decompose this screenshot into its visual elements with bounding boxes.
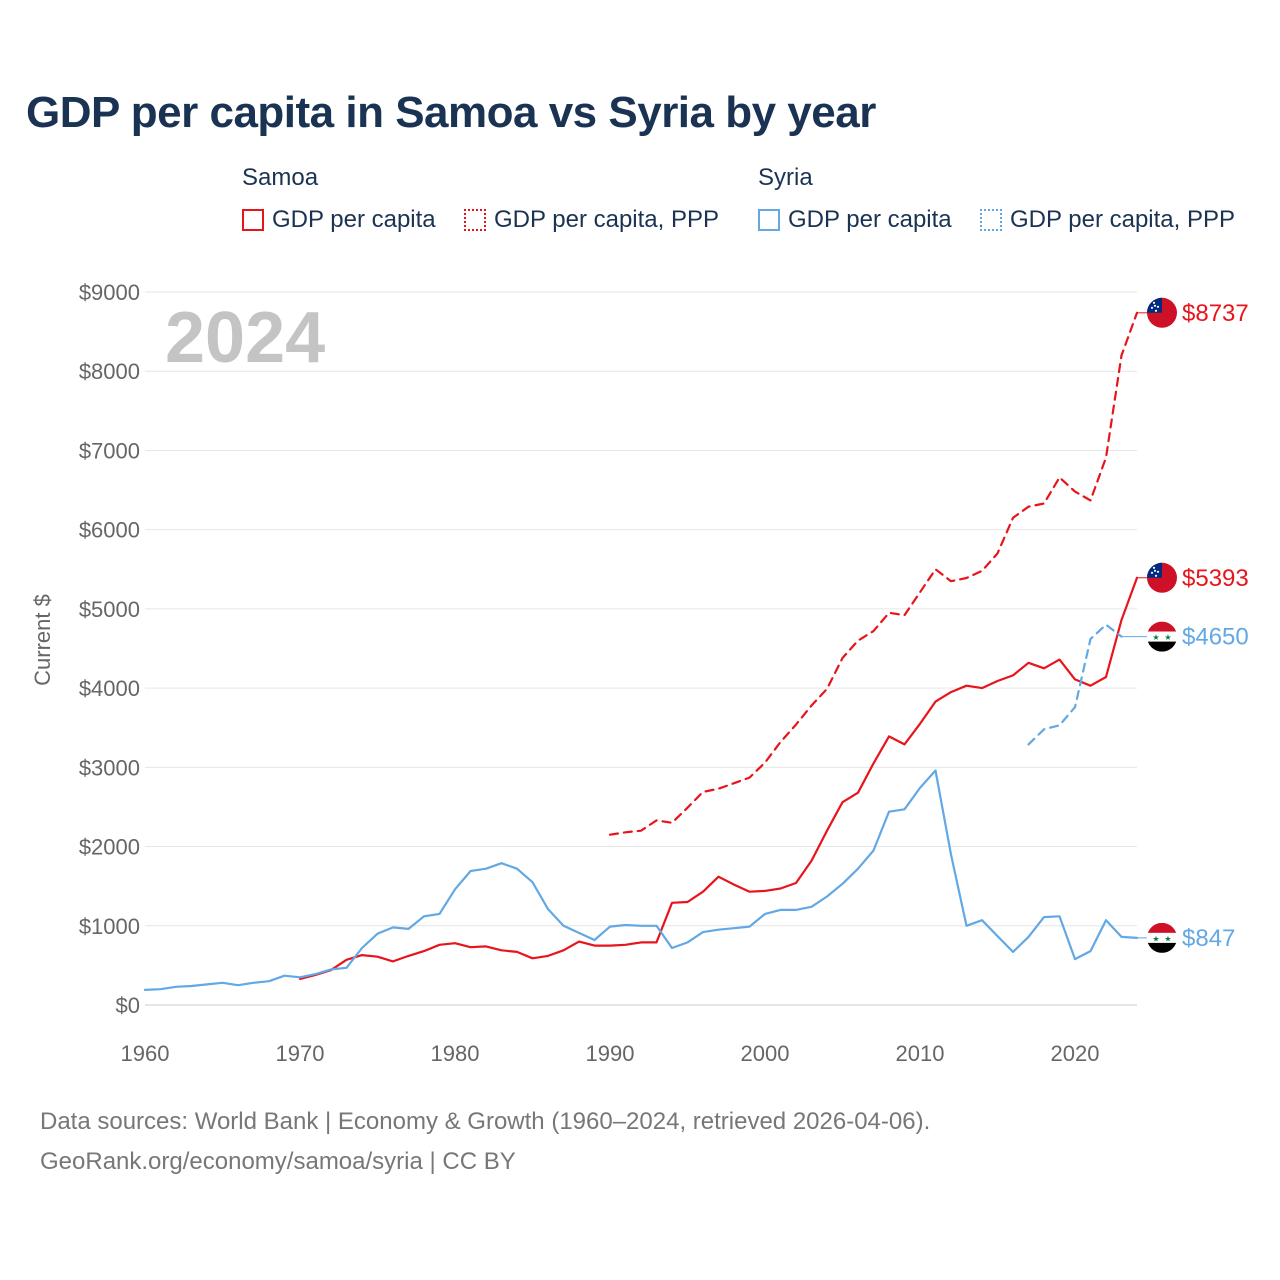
y-tick-label: $7000 xyxy=(79,438,140,463)
y-tick-label: $6000 xyxy=(79,518,140,543)
y-tick-label: $4000 xyxy=(79,676,140,701)
footer-sources: Data sources: World Bank | Economy & Gro… xyxy=(40,1108,931,1135)
svg-text:★: ★ xyxy=(1164,633,1171,642)
samoa-flag-icon xyxy=(1147,562,1177,593)
legend-group-name: Syria xyxy=(758,164,813,191)
legend-label: GDP per capita xyxy=(272,206,436,233)
legend-group-name: Samoa xyxy=(242,164,319,191)
axes: $0 $1000 $2000 $3000 $4000 $5000 $6000 $7000 $80… xyxy=(79,280,1100,1066)
legend-swatch xyxy=(980,209,1002,231)
legend-label: GDP per capita, PPP xyxy=(1010,206,1235,233)
legend-swatch xyxy=(242,209,264,231)
svg-text:★: ★ xyxy=(1152,934,1159,943)
series-line-samoa-gdp-per-capita[interactable] xyxy=(298,576,1139,981)
y-tick-label: $2000 xyxy=(79,835,140,860)
y-tick-label: $0 xyxy=(116,993,140,1018)
samoa-flag-icon xyxy=(1147,297,1177,328)
x-tick-label: 1960 xyxy=(121,1041,170,1066)
x-tick-label: 1970 xyxy=(276,1041,325,1066)
y-tick-label: $5000 xyxy=(79,597,140,622)
legend-item-samoa-gdp-ppp[interactable]: GDP per capita, PPP xyxy=(464,206,719,234)
year-watermark: 2024 xyxy=(165,298,325,378)
footer-attribution: GeoRank.org/economy/samoa/syria | CC BY xyxy=(40,1148,516,1175)
syria-flag-icon: ★ ★ xyxy=(1147,621,1177,652)
end-label-value: $847 xyxy=(1182,925,1235,952)
end-label-value: $5393 xyxy=(1182,565,1249,592)
y-axis-label: Current $ xyxy=(30,594,55,686)
svg-text:★: ★ xyxy=(1152,633,1159,642)
legend-item-syria-gdp[interactable]: GDP per capita xyxy=(758,206,952,234)
end-label-value: $8737 xyxy=(1182,300,1249,327)
legend-item-syria-gdp-ppp[interactable]: GDP per capita, PPP xyxy=(980,206,1235,234)
legend-label: GDP per capita xyxy=(788,206,952,233)
legend-item-samoa-gdp[interactable]: GDP per capita xyxy=(242,206,436,234)
legend-swatch xyxy=(464,209,486,231)
y-tick-label: $9000 xyxy=(79,280,140,305)
chart-title: GDP per capita in Samoa vs Syria by year xyxy=(26,88,876,137)
y-tick-label: $3000 xyxy=(79,755,140,780)
x-tick-label: 2020 xyxy=(1051,1041,1100,1066)
x-tick-label: 2000 xyxy=(741,1041,790,1066)
legend-label: GDP per capita, PPP xyxy=(494,206,719,233)
end-labels: $5393$8737★ ★ $847★ ★ $4650 xyxy=(1121,297,1249,953)
legend-swatch xyxy=(758,209,780,231)
y-tick-label: $8000 xyxy=(79,359,140,384)
x-tick-label: 2010 xyxy=(896,1041,945,1066)
grid xyxy=(145,291,1137,1006)
syria-flag-icon: ★ ★ xyxy=(1147,922,1177,953)
series-line-samoa-gdp-per-capita-ppp[interactable] xyxy=(608,311,1139,836)
svg-text:★: ★ xyxy=(1164,934,1171,943)
series-line-syria-gdp-per-capita-ppp[interactable] xyxy=(1027,623,1123,746)
end-label-value: $4650 xyxy=(1182,624,1249,651)
series-line-syria-gdp-per-capita[interactable] xyxy=(143,769,1139,992)
series-layer xyxy=(143,311,1139,992)
x-tick-label: 1980 xyxy=(431,1041,480,1066)
y-tick-label: $1000 xyxy=(79,914,140,939)
x-tick-label: 1990 xyxy=(586,1041,635,1066)
